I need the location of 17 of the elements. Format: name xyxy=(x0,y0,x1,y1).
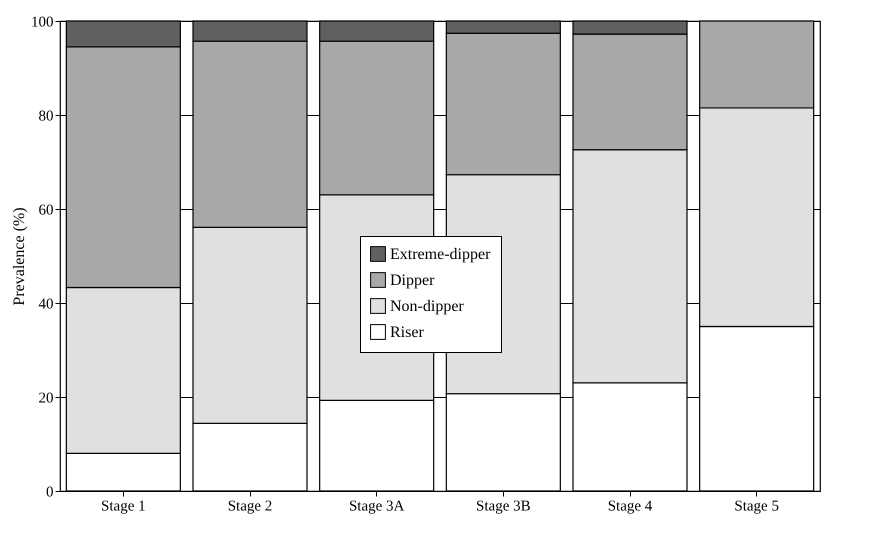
legend-label: Riser xyxy=(390,324,424,341)
y-tick-label: 60 xyxy=(38,202,54,218)
y-tick-label: 80 xyxy=(38,108,54,124)
x-tick-label: Stage 4 xyxy=(608,498,653,514)
legend-label: Dipper xyxy=(390,272,436,289)
x-tick-label: Stage 2 xyxy=(228,498,272,514)
x-tick-label: Stage 3A xyxy=(348,498,405,514)
x-tick-label: Stage 1 xyxy=(101,498,146,514)
y-tick-label: 100 xyxy=(31,14,54,30)
y-tick-label: 0 xyxy=(46,484,54,500)
y-tick-label: 20 xyxy=(38,390,54,406)
legend-label: Non-dipper xyxy=(390,298,464,315)
y-tick-label: 40 xyxy=(38,296,54,312)
legend-label: Extreme-dipper xyxy=(390,246,492,263)
x-tick-label: Stage 5 xyxy=(734,498,779,514)
x-tick-label: Stage 3B xyxy=(476,498,531,514)
y-axis-title: Prevalence (%) xyxy=(11,207,28,306)
